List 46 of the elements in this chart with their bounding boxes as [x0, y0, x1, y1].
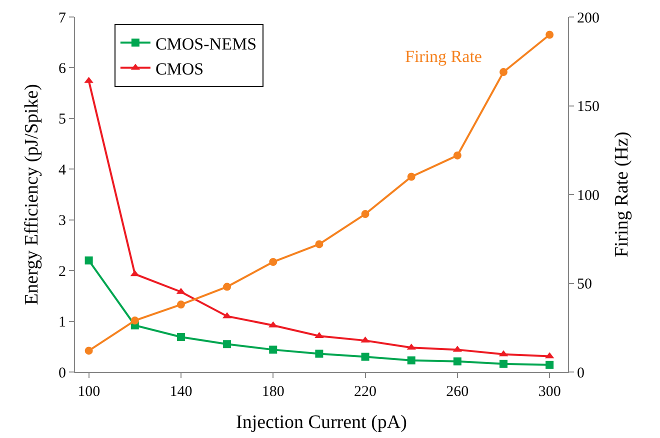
point [361, 210, 370, 218]
y2-axis-title: Firing Rate (Hz) [611, 132, 632, 258]
point [176, 333, 185, 342]
point [407, 356, 416, 364]
legend-label: CMOS-NEMS [155, 34, 257, 54]
y2-tick-label: 0 [577, 365, 584, 382]
x-tick-label: 100 [78, 384, 100, 400]
y-tick-label: 0 [58, 365, 66, 382]
y2-tick-label: 150 [577, 99, 600, 115]
y-tick-label: 3 [58, 213, 66, 230]
x-axis-title: Injection Current (pA) [236, 412, 407, 433]
point [361, 352, 370, 361]
y2-tick-label: 100 [577, 188, 600, 204]
legend-label: CMOS [155, 59, 204, 78]
point [223, 282, 232, 291]
y-axis-title: Energy Efficiency (pJ/Spike) [21, 84, 42, 305]
point [500, 360, 508, 368]
point [453, 357, 462, 366]
point [269, 258, 278, 266]
y2-tick-label: 200 [577, 10, 600, 26]
x-tick-label: 180 [262, 384, 284, 400]
point [546, 30, 554, 39]
x-tick-label: 140 [170, 384, 192, 400]
x-tick-label: 260 [446, 384, 469, 400]
x-tick-label: 300 [538, 384, 561, 400]
point [84, 346, 93, 355]
point [315, 350, 324, 358]
point [269, 346, 278, 354]
y-tick-label: 5 [58, 112, 66, 128]
point [407, 172, 416, 181]
point [130, 316, 139, 325]
point [453, 151, 462, 160]
point [500, 68, 508, 76]
y-tick-label: 7 [58, 10, 66, 26]
y-tick-label: 1 [58, 314, 66, 331]
point [176, 300, 185, 309]
y-tick-label: 6 [58, 60, 66, 77]
point [315, 240, 324, 248]
y2-tick-label: 50 [577, 276, 592, 292]
series-label: Firing Rate [405, 47, 482, 66]
point [546, 360, 554, 369]
y-tick-label: 2 [58, 264, 66, 280]
y-tick-label: 4 [58, 162, 66, 178]
x-tick-label: 220 [354, 384, 377, 400]
point [84, 256, 93, 264]
point [223, 340, 232, 348]
